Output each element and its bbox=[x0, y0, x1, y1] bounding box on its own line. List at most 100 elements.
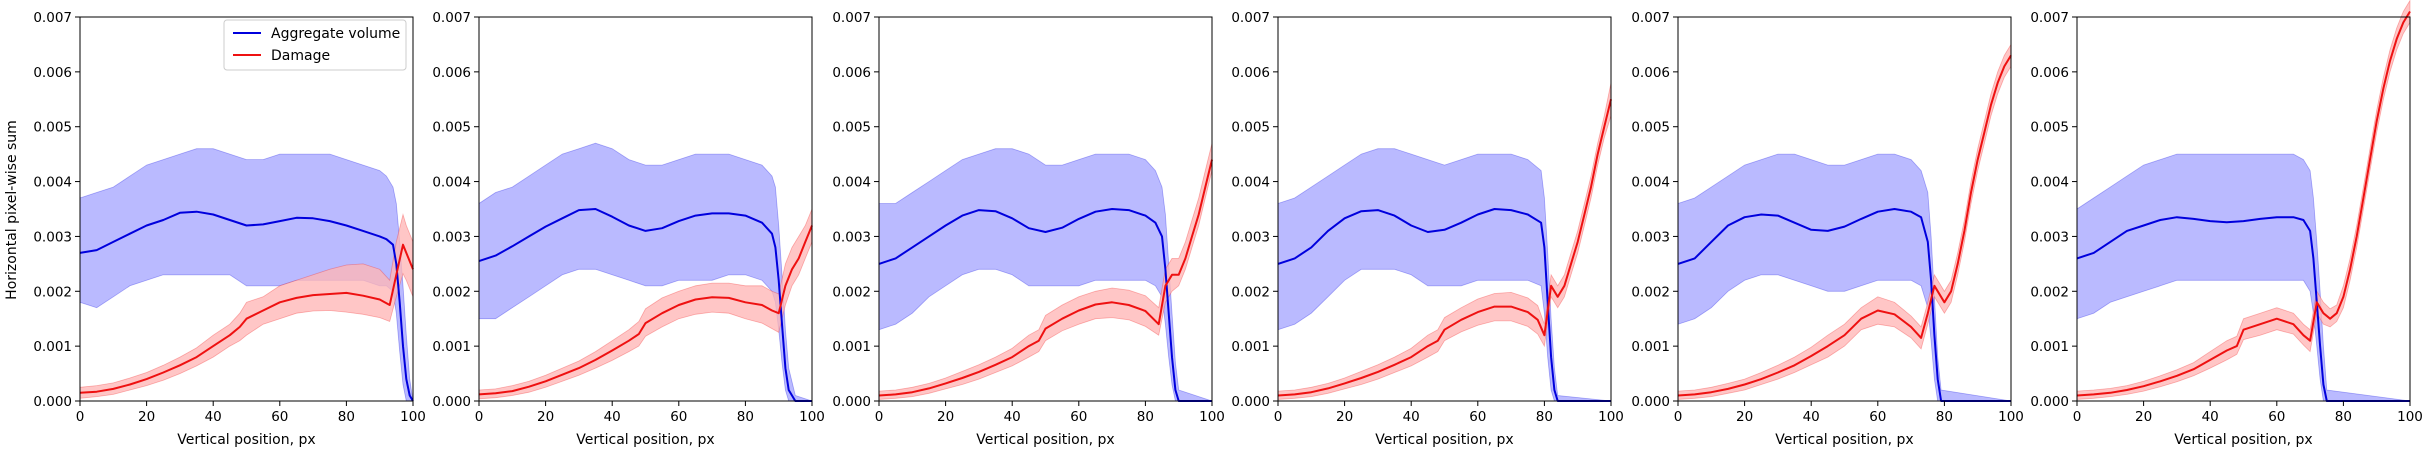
damage-line bbox=[79, 243, 414, 394]
axes-frame bbox=[1277, 16, 1612, 402]
y-tick-label: 0.001 bbox=[432, 339, 471, 355]
y-tick-label: 0.007 bbox=[2030, 10, 2069, 26]
y-tick-label: 0.000 bbox=[432, 394, 471, 410]
x-tick-label: 0 bbox=[475, 409, 484, 425]
damage-line bbox=[1277, 99, 1612, 397]
volume-line bbox=[1677, 208, 2011, 402]
x-tick-label: 60 bbox=[670, 409, 687, 425]
y-tick-label: 0.007 bbox=[832, 10, 871, 26]
y-tick-label: 0.004 bbox=[432, 175, 471, 191]
x-tick-label: 0 bbox=[1674, 409, 1683, 425]
y-tick-label: 0.000 bbox=[832, 394, 871, 410]
y-tick-label: 0.005 bbox=[1631, 120, 1670, 136]
x-axis-label: Vertical position, px bbox=[1375, 432, 1513, 448]
y-tick-label: 0.006 bbox=[432, 65, 471, 81]
y-tick-label: 0.004 bbox=[2030, 175, 2069, 191]
volume-line bbox=[2076, 216, 2410, 402]
y-tick-label: 0.000 bbox=[33, 394, 72, 410]
x-axis-label: Vertical position, px bbox=[976, 432, 1114, 448]
y-tick-label: 0.000 bbox=[1631, 394, 1670, 410]
x-tick-label: 40 bbox=[604, 409, 621, 425]
y-tick-label: 0.001 bbox=[1631, 339, 1670, 355]
y-tick-label: 0.000 bbox=[2030, 394, 2069, 410]
x-tick-label: 40 bbox=[205, 409, 222, 425]
volume-band bbox=[1677, 153, 2012, 402]
y-tick-label: 0.004 bbox=[1231, 175, 1270, 191]
axes-frame bbox=[878, 16, 1213, 402]
y-tick-label: 0.005 bbox=[432, 120, 471, 136]
axes-frame bbox=[478, 16, 813, 402]
y-tick-label: 0.005 bbox=[1231, 120, 1270, 136]
x-tick-label: 60 bbox=[1070, 409, 1087, 425]
x-tick-label: 0 bbox=[76, 409, 85, 425]
x-tick-label: 100 bbox=[1199, 409, 1225, 425]
x-axis-label: Vertical position, px bbox=[576, 432, 714, 448]
x-tick-label: 0 bbox=[1274, 409, 1283, 425]
x-tick-label: 80 bbox=[2335, 409, 2352, 425]
y-tick-label: 0.002 bbox=[832, 284, 871, 300]
y-tick-label: 0.007 bbox=[33, 10, 72, 26]
x-tick-label: 60 bbox=[1469, 409, 1486, 425]
damage-line bbox=[2076, 10, 2411, 397]
y-tick-label: 0.002 bbox=[432, 284, 471, 300]
panel-6: 0 20 40 60 80 100 0.000 0.001 0.002 0.003 0.004 0.0… bbox=[2030, 0, 2423, 448]
x-tick-label: 60 bbox=[1869, 409, 1886, 425]
y-tick-label: 0.001 bbox=[832, 339, 871, 355]
legend: Aggregate volume Damage bbox=[223, 19, 407, 71]
volume-band bbox=[1277, 148, 1612, 402]
x-axis-label: Vertical position, px bbox=[177, 432, 315, 448]
y-tick-label: 0.004 bbox=[1631, 175, 1670, 191]
x-tick-label: 20 bbox=[2135, 409, 2152, 425]
y-tick-label: 0.003 bbox=[1231, 229, 1270, 245]
panel-5: 0 20 40 60 80 100 0.000 0.001 0.002 0.003 0.004 0.0… bbox=[1631, 10, 2024, 448]
volume-band bbox=[478, 142, 813, 402]
x-axis-label: Vertical position, px bbox=[1775, 432, 1913, 448]
x-tick-label: 20 bbox=[937, 409, 954, 425]
y-tick-label: 0.006 bbox=[33, 65, 72, 81]
x-tick-label: 100 bbox=[1998, 409, 2024, 425]
axes-frame bbox=[2076, 16, 2411, 402]
panel-1: 0 20 40 60 80 100 0.000 0.001 0.002 0.003 0.004 0.0… bbox=[33, 10, 426, 448]
volume-line bbox=[1277, 208, 1611, 402]
legend-frame bbox=[223, 19, 407, 71]
panel-4: 0 20 40 60 80 100 0.000 0.001 0.002 0.003 0.004 0.0… bbox=[1231, 10, 1624, 448]
x-tick-label: 80 bbox=[338, 409, 355, 425]
volume-line bbox=[79, 210, 414, 402]
y-tick-label: 0.005 bbox=[832, 120, 871, 136]
y-tick-label: 0.002 bbox=[1231, 284, 1270, 300]
x-tick-label: 40 bbox=[1403, 409, 1420, 425]
x-tick-label: 100 bbox=[400, 409, 426, 425]
x-tick-label: 80 bbox=[737, 409, 754, 425]
y-tick-label: 0.006 bbox=[1631, 65, 1670, 81]
volume-band bbox=[2076, 153, 2411, 402]
x-axis-label: Vertical position, px bbox=[2174, 432, 2312, 448]
x-tick-label: 20 bbox=[537, 409, 554, 425]
y-tick-label: 0.003 bbox=[832, 229, 871, 245]
x-tick-label: 20 bbox=[1336, 409, 1353, 425]
y-tick-label: 0.002 bbox=[1631, 284, 1670, 300]
x-tick-label: 100 bbox=[1598, 409, 1624, 425]
panel-3: 0 20 40 60 80 100 0.000 0.001 0.002 0.003 0.004 0.0… bbox=[832, 10, 1225, 448]
volume-line bbox=[878, 208, 1212, 402]
y-tick-label: 0.003 bbox=[1631, 229, 1670, 245]
axes-frame bbox=[79, 16, 414, 402]
y-tick-label: 0.003 bbox=[432, 229, 471, 245]
y-tick-label: 0.002 bbox=[2030, 284, 2069, 300]
x-tick-label: 80 bbox=[1137, 409, 1154, 425]
y-tick-label: 0.001 bbox=[1231, 339, 1270, 355]
y-tick-label: 0.000 bbox=[1231, 394, 1270, 410]
x-tick-label: 40 bbox=[2202, 409, 2219, 425]
y-tick-label: 0.006 bbox=[832, 65, 871, 81]
x-tick-label: 0 bbox=[2073, 409, 2082, 425]
y-tick-label: 0.005 bbox=[33, 120, 72, 136]
x-tick-label: 100 bbox=[799, 409, 825, 425]
x-tick-label: 20 bbox=[1736, 409, 1753, 425]
volume-band bbox=[878, 148, 1213, 402]
y-tick-label: 0.006 bbox=[1231, 65, 1270, 81]
y-tick-label: 0.003 bbox=[33, 229, 72, 245]
x-tick-label: 60 bbox=[2268, 409, 2285, 425]
x-tick-label: 0 bbox=[875, 409, 884, 425]
y-tick-label: 0.001 bbox=[2030, 339, 2069, 355]
y-tick-label: 0.001 bbox=[33, 339, 72, 355]
